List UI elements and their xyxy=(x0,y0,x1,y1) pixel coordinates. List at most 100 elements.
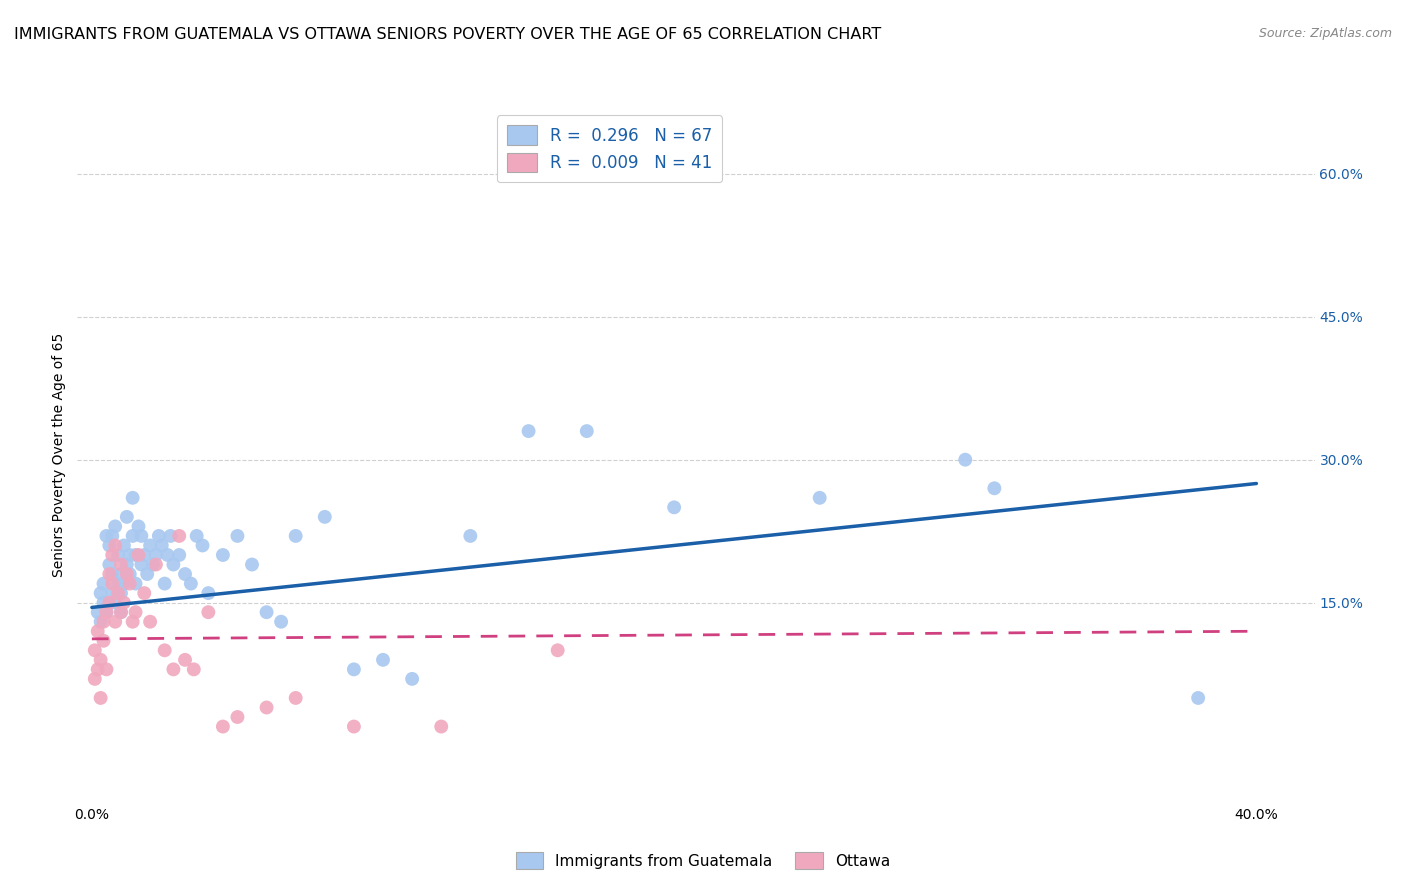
Point xyxy=(121,491,143,505)
Point xyxy=(112,539,135,553)
Point xyxy=(98,567,121,582)
Point xyxy=(115,558,138,572)
Point xyxy=(460,529,482,543)
Point xyxy=(86,605,108,619)
Point xyxy=(150,539,173,553)
Point xyxy=(156,548,179,562)
Point xyxy=(110,567,132,582)
Point xyxy=(96,605,118,619)
Point xyxy=(96,605,118,619)
Point xyxy=(90,615,112,629)
Text: IMMIGRANTS FROM GUATEMALA VS OTTAWA SENIORS POVERTY OVER THE AGE OF 65 CORRELATI: IMMIGRANTS FROM GUATEMALA VS OTTAWA SENI… xyxy=(14,27,882,42)
Point xyxy=(124,548,146,562)
Point xyxy=(104,596,127,610)
Point xyxy=(124,605,146,619)
Point xyxy=(174,653,197,667)
Point xyxy=(93,576,115,591)
Point xyxy=(121,529,143,543)
Point xyxy=(343,662,366,676)
Point xyxy=(1187,690,1209,705)
Point xyxy=(575,424,598,438)
Point xyxy=(212,548,235,562)
Point xyxy=(104,539,127,553)
Legend: Immigrants from Guatemala, Ottawa: Immigrants from Guatemala, Ottawa xyxy=(509,846,897,875)
Point xyxy=(93,615,115,629)
Point xyxy=(430,720,453,734)
Point xyxy=(139,615,162,629)
Point xyxy=(174,567,197,582)
Point xyxy=(101,586,124,600)
Point xyxy=(256,605,278,619)
Point xyxy=(139,539,162,553)
Point xyxy=(134,548,156,562)
Point xyxy=(118,576,141,591)
Point xyxy=(197,586,219,600)
Point xyxy=(955,452,977,467)
Point xyxy=(142,558,165,572)
Point xyxy=(284,529,307,543)
Point xyxy=(153,576,176,591)
Point xyxy=(270,615,292,629)
Point xyxy=(93,633,115,648)
Point xyxy=(98,539,121,553)
Point xyxy=(112,596,135,610)
Point xyxy=(115,509,138,524)
Point xyxy=(134,586,156,600)
Y-axis label: Seniors Poverty Over the Age of 65: Seniors Poverty Over the Age of 65 xyxy=(52,333,66,577)
Point xyxy=(115,567,138,582)
Point xyxy=(371,653,394,667)
Point xyxy=(98,596,121,610)
Point xyxy=(90,690,112,705)
Point xyxy=(110,586,132,600)
Point xyxy=(145,558,167,572)
Point xyxy=(124,576,146,591)
Point xyxy=(93,596,115,610)
Point xyxy=(145,548,167,562)
Point xyxy=(240,558,263,572)
Point xyxy=(662,500,685,515)
Point xyxy=(167,529,190,543)
Point xyxy=(547,643,569,657)
Point xyxy=(90,653,112,667)
Point xyxy=(162,662,184,676)
Point xyxy=(118,567,141,582)
Point xyxy=(256,700,278,714)
Point xyxy=(183,662,205,676)
Point xyxy=(101,548,124,562)
Point xyxy=(197,605,219,619)
Point xyxy=(107,548,129,562)
Point xyxy=(110,605,132,619)
Point xyxy=(226,710,249,724)
Point xyxy=(808,491,831,505)
Point xyxy=(343,720,366,734)
Point xyxy=(101,529,124,543)
Point xyxy=(167,548,190,562)
Point xyxy=(136,567,159,582)
Point xyxy=(127,519,149,533)
Point xyxy=(90,586,112,600)
Point xyxy=(517,424,540,438)
Text: Source: ZipAtlas.com: Source: ZipAtlas.com xyxy=(1258,27,1392,40)
Point xyxy=(314,509,336,524)
Point xyxy=(118,548,141,562)
Point xyxy=(180,576,202,591)
Point xyxy=(83,643,105,657)
Point xyxy=(284,690,307,705)
Point xyxy=(86,624,108,639)
Point xyxy=(162,558,184,572)
Point xyxy=(112,576,135,591)
Point xyxy=(110,605,132,619)
Legend: R =  0.296   N = 67, R =  0.009   N = 41: R = 0.296 N = 67, R = 0.009 N = 41 xyxy=(496,115,723,182)
Point xyxy=(98,558,121,572)
Point xyxy=(107,586,129,600)
Point xyxy=(104,615,127,629)
Point xyxy=(96,662,118,676)
Point xyxy=(131,558,153,572)
Point xyxy=(86,662,108,676)
Point xyxy=(96,529,118,543)
Point xyxy=(159,529,181,543)
Point xyxy=(983,481,1005,495)
Point xyxy=(212,720,235,734)
Point xyxy=(153,643,176,657)
Point xyxy=(186,529,208,543)
